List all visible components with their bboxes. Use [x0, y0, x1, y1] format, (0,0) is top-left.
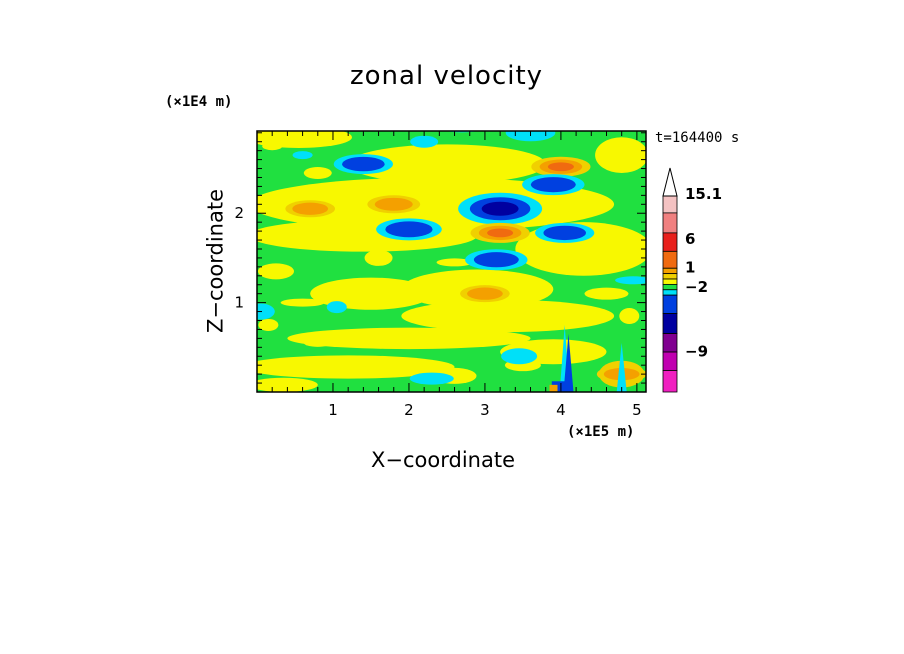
colorbar-swatch: [662, 250, 678, 269]
noise-patch: [410, 135, 439, 148]
negative-velocity-cell: [505, 131, 556, 142]
colorbar-swatch: [662, 351, 678, 371]
colorbar-swatch: [662, 195, 678, 214]
colorbar-swatch: [662, 283, 678, 291]
plot-frame: [256, 130, 647, 393]
noise-patch: [257, 263, 294, 280]
x-tick-label: 1: [328, 401, 338, 419]
x-axis-scale-label: (×1E5 m): [567, 424, 635, 440]
noise-patch: [409, 372, 454, 385]
noise-patch: [326, 301, 347, 314]
colorbar-label: −2: [685, 278, 708, 296]
spike-feature: [616, 342, 627, 392]
negative-velocity-cell: [481, 201, 519, 216]
spike-feature: [563, 333, 574, 392]
noise-patch: [619, 308, 640, 325]
x-tick-label: 2: [404, 401, 414, 419]
time-label: t=164400 s: [655, 130, 740, 146]
y-axis-scale-label: (×1E4 m): [165, 94, 233, 110]
band-top-left: [257, 131, 352, 148]
chart-title: zonal velocity: [350, 61, 544, 91]
noise-patch: [280, 298, 325, 307]
positive-velocity-cell: [547, 162, 574, 172]
x-tick-label: 3: [480, 401, 490, 419]
noise-patch: [615, 276, 646, 285]
noise-patch: [262, 142, 283, 151]
colorbar-swatch: [662, 273, 678, 280]
y-tick-label: 2: [234, 204, 244, 222]
colorbar-swatch: [662, 289, 678, 296]
x-tick-label: 5: [632, 401, 642, 419]
band-bottom-corner: [257, 377, 318, 392]
positive-velocity-cell: [467, 287, 503, 300]
noise-patch: [501, 348, 538, 365]
colorbar-label: −9: [685, 343, 708, 361]
x-axis-label: X−coordinate: [371, 448, 515, 472]
noise-patch: [303, 167, 332, 180]
positive-velocity-cell: [292, 202, 329, 215]
bottom-positive-patch: [549, 384, 558, 392]
noise-patch: [257, 303, 275, 320]
band-lower-left: [287, 327, 531, 350]
positive-velocity-cell: [487, 228, 514, 238]
axes: 1 2 3 4 5 1 2: [234, 131, 646, 419]
colorbar-swatch: [662, 267, 678, 275]
colorbar-label: 6: [685, 230, 695, 248]
noise-patch: [584, 287, 629, 300]
colorbar-swatch: [662, 232, 678, 252]
band-middle: [257, 219, 478, 252]
noise-patch: [364, 249, 393, 266]
noise-patch: [258, 318, 279, 331]
colorbar-swatch: [662, 212, 678, 234]
negative-velocity-cell: [530, 177, 576, 193]
colorbar-label: 15.1: [685, 185, 722, 203]
colorbar-swatch: [662, 278, 678, 285]
y-tick-label: 1: [234, 294, 244, 312]
negative-velocity-cell: [473, 252, 519, 268]
colorbar-swatch: [662, 313, 678, 334]
colorbar-swatch: [662, 370, 678, 393]
positive-velocity-cell: [374, 197, 413, 211]
colorbar-swatch: [662, 294, 678, 315]
colorbar: 15.1 6 1−2 −9: [662, 167, 722, 393]
x-tick-label: 4: [556, 401, 566, 419]
band-top-right: [595, 137, 646, 174]
velocity-field: [257, 131, 646, 392]
colorbar-label: 1: [685, 259, 695, 277]
colorbar-swatch: [662, 333, 678, 353]
colorbar-arrow: [662, 167, 678, 197]
negative-velocity-cell: [385, 221, 433, 238]
noise-patch: [292, 151, 313, 160]
noise-patch: [303, 338, 332, 347]
negative-velocity-cell: [342, 156, 385, 172]
negative-velocity-cell: [543, 225, 587, 241]
band-lower: [401, 299, 615, 333]
band-bottom-left: [257, 355, 455, 379]
noise-patch: [436, 258, 473, 267]
band-upper: [348, 144, 546, 184]
